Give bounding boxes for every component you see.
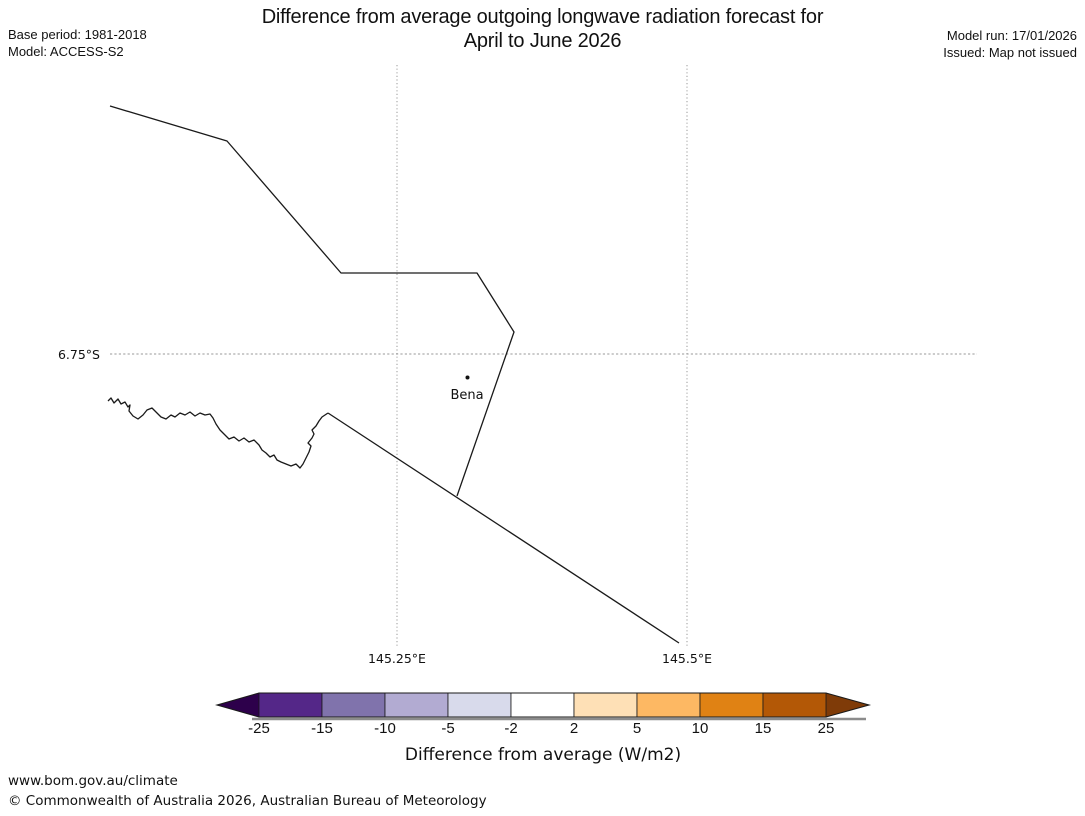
colorbar-tick-neg25: -25 (248, 720, 270, 737)
coastline-path (107, 397, 329, 469)
footer-block: www.bom.gov.au/climate © Commonwealth of… (8, 772, 487, 811)
colorbar-segment-3 (384, 692, 449, 718)
base-period-text: Base period: 1981-2018 (8, 27, 147, 42)
colorbar-arrow-right (826, 693, 869, 717)
colorbar-segment-7 (636, 692, 701, 718)
run-info-block: Model run: 17/01/2026 Issued: Map not is… (943, 27, 1077, 61)
colorbar-tick-10: 10 (691, 720, 709, 737)
lon-axis-label-145-5: 145.5°E (662, 651, 712, 666)
colorbar-tick-15: 15 (754, 720, 772, 737)
bom-url-text: www.bom.gov.au/climate (8, 773, 178, 789)
colorbar-segment-1 (258, 692, 323, 718)
copyright-text: © Commonwealth of Australia 2026, Austra… (8, 792, 487, 809)
colorbar-tick-25: 25 (817, 720, 835, 737)
colorbar-outline (214, 692, 872, 718)
colorbar-tick-5: 5 (632, 720, 642, 737)
model-name-text: Model: ACCESS-S2 (8, 44, 124, 59)
colorbar-tick-neg2: -2 (504, 720, 518, 737)
bena-place-label: Bena (450, 388, 484, 403)
colorbar-tick-neg5: -5 (441, 720, 455, 737)
colorbar-caption: Difference from average (W/m2) (404, 745, 682, 765)
colorbar-segment-6 (573, 692, 638, 718)
colorbar-segment-4 (447, 692, 512, 718)
colorbar-tick-neg15: -15 (311, 720, 333, 737)
diagonal-boundary-line (327, 412, 680, 644)
district-boundary-line (109, 105, 515, 497)
colorbar-segment-8 (699, 692, 764, 718)
colorbar-tick-neg10: -10 (374, 720, 396, 737)
colorbar-segment-5 (510, 692, 575, 718)
lon-axis-label-145-25: 145.25°E (368, 651, 426, 666)
colorbar-segment-2 (321, 692, 386, 718)
page-title-line1: Difference from average outgoing longwav… (261, 6, 824, 28)
model-run-text: Model run: 17/01/2026 (946, 28, 1077, 43)
colorbar-arrow-left (217, 693, 259, 717)
colorbar-tick-2: 2 (569, 720, 579, 737)
colorbar-segment-9 (762, 692, 827, 718)
bena-marker-dot (465, 375, 470, 380)
page-title-line2: April to June 2026 (463, 30, 622, 52)
model-info-block: Base period: 1981-2018 Model: ACCESS-S2 (8, 26, 147, 60)
lat-axis-label: 6.75°S (57, 347, 100, 362)
issued-text: Issued: Map not issued (943, 45, 1077, 60)
